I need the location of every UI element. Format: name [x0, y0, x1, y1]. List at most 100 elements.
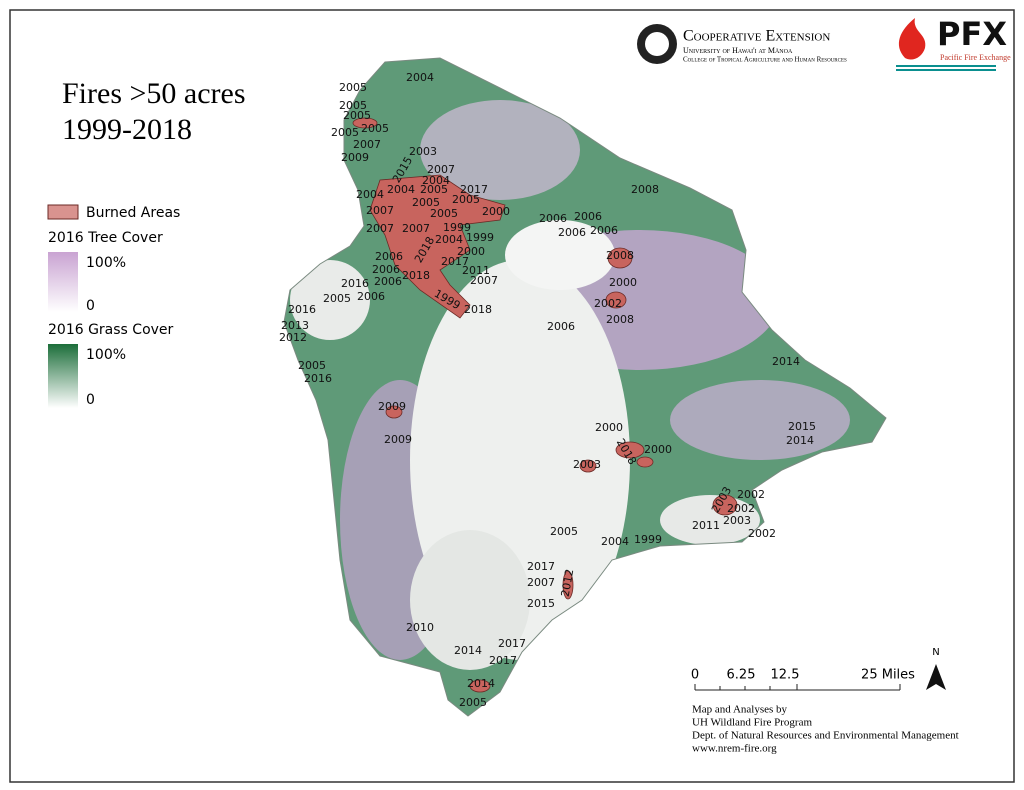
- fire-year-label: 2012: [279, 331, 307, 344]
- fire-year-label: 2015: [788, 420, 816, 433]
- fire-year-label: 2009: [341, 151, 369, 164]
- fire-year-label: 2006: [590, 224, 618, 237]
- fire-year-label: 2002: [594, 297, 622, 310]
- fire-year-label: 2017: [460, 183, 488, 196]
- logo-text: University of Hawai'i at Mānoa: [683, 46, 793, 55]
- fire-year-label: 2013: [281, 319, 309, 332]
- fire-year-label: 2018: [402, 269, 430, 282]
- credit: UH Wildland Fire Program: [692, 717, 812, 729]
- fire-year-label: 2006: [372, 263, 400, 276]
- fire-year-label: 2007: [402, 222, 430, 235]
- fire-year-label: 2007: [470, 274, 498, 287]
- fire-year-label: 2000: [595, 421, 623, 434]
- fire-year-label: 2007: [527, 576, 555, 589]
- scale-label: 6.25: [727, 668, 756, 683]
- fire-year-label: 2006: [539, 212, 567, 225]
- fire-year-label: 2005: [339, 99, 367, 112]
- fire-year-label: 2008: [606, 313, 634, 326]
- fire-year-label: 2010: [406, 621, 434, 634]
- fire-year-label: 2012: [559, 568, 577, 598]
- credit: Dept. of Natural Resources and Environme…: [692, 730, 959, 742]
- fire-year-label: 2006: [374, 275, 402, 288]
- legend-ramp: [48, 252, 78, 312]
- fire-year-label: 2005: [323, 292, 351, 305]
- fire-year-label: 2005: [298, 359, 326, 372]
- pfx-flame: [898, 18, 926, 60]
- fire-year-label: 2008: [606, 249, 634, 262]
- legend-label: 0: [86, 298, 95, 314]
- legend-title: 2016 Grass Cover: [48, 322, 174, 338]
- fire-year-label: 2006: [558, 226, 586, 239]
- fire-year-label: 2005: [430, 207, 458, 220]
- fire-year-label: 2005: [459, 696, 487, 709]
- fire-year-label: 2002: [727, 502, 755, 515]
- fire-year-label: 2009: [384, 433, 412, 446]
- legend-swatch: [47, 204, 79, 220]
- fire-year-label: 2003: [573, 458, 601, 471]
- legend-label: 100%: [86, 255, 126, 271]
- legend-label: 0: [86, 392, 95, 408]
- fire-year-label: 2003: [723, 514, 751, 527]
- burned-areas: [352, 117, 738, 693]
- fire-year-label: 2017: [527, 560, 555, 573]
- frame: [9, 9, 1015, 783]
- pfx-logo: PFX: [937, 15, 1007, 53]
- fire-year-label: 2015: [527, 597, 555, 610]
- fire-year-label: 2017: [489, 654, 517, 667]
- fire-year-label: 2014: [786, 434, 814, 447]
- fire-year-label: 1999: [466, 231, 494, 244]
- fire-year-label: 2007: [427, 163, 455, 176]
- north-arrow: [926, 664, 946, 690]
- fire-year-label: 2011: [692, 519, 720, 532]
- legend-label: 100%: [86, 347, 126, 363]
- fire-year-label: 2014: [467, 677, 495, 690]
- fire-year-label: 2005: [343, 109, 371, 122]
- fire-year-label: 2005: [550, 525, 578, 538]
- fire-year-label: 1999: [634, 533, 662, 546]
- fire-year-label: 2004: [406, 71, 434, 84]
- fire-year-label: 2002: [748, 527, 776, 540]
- fire-year-label: 2003: [409, 145, 437, 158]
- fire-year-label: 2006: [574, 210, 602, 223]
- fire-year-label: 2007: [353, 138, 381, 151]
- fire-year-label: 2006: [547, 320, 575, 333]
- fire-year-label: 2005: [420, 183, 448, 196]
- logo-text: College of Tropical Agriculture and Huma…: [683, 56, 847, 64]
- fire-year-label: 2011: [462, 264, 490, 277]
- pfx-wave: [896, 65, 996, 71]
- fire-year-label: 2000: [457, 245, 485, 258]
- fire-year-label: 2005: [331, 126, 359, 139]
- title: Fires >50 acres: [62, 77, 246, 110]
- seal: [645, 32, 669, 56]
- fire-year-label: 2017: [498, 637, 526, 650]
- fire-year-label: 2016: [288, 303, 316, 316]
- scale-label: 0: [691, 668, 699, 683]
- fire-year-label: 2002: [737, 488, 765, 501]
- fire-year-label: 2014: [772, 355, 800, 368]
- fire-year-label: 2017: [441, 255, 469, 268]
- fire-year-label: 2008: [631, 183, 659, 196]
- fire-year-label: 2006: [357, 290, 385, 303]
- credit: www.nrem-fire.org: [692, 743, 777, 755]
- fire-year-label: 2009: [378, 400, 406, 413]
- scale-label: 25 Miles: [861, 668, 915, 683]
- fire-year-label: 2004: [422, 174, 450, 187]
- pfx-sub: Pacific Fire Exchange: [940, 53, 1011, 62]
- logo-text: Cooperative Extension: [683, 28, 830, 45]
- fire-year-label: 2000: [609, 276, 637, 289]
- fire-year-label: 2018: [464, 303, 492, 316]
- fire-year-label: 1999: [443, 221, 471, 234]
- fire-year-label: 2005: [452, 193, 480, 206]
- legend-label: Burned Areas: [86, 205, 180, 221]
- scale-label: 12.5: [771, 668, 800, 683]
- fire-year-label: 2005: [339, 81, 367, 94]
- fire-year-label: 2004: [601, 535, 629, 548]
- legend-title: 2016 Tree Cover: [48, 230, 163, 246]
- fire-year-label: 2007: [366, 222, 394, 235]
- fire-year-label: 2005: [412, 196, 440, 209]
- fire-year-label: 2004: [387, 183, 415, 196]
- fire-year-label: 2016: [304, 372, 332, 385]
- credit: Map and Analyses by: [692, 704, 788, 716]
- north-label: N: [932, 647, 939, 658]
